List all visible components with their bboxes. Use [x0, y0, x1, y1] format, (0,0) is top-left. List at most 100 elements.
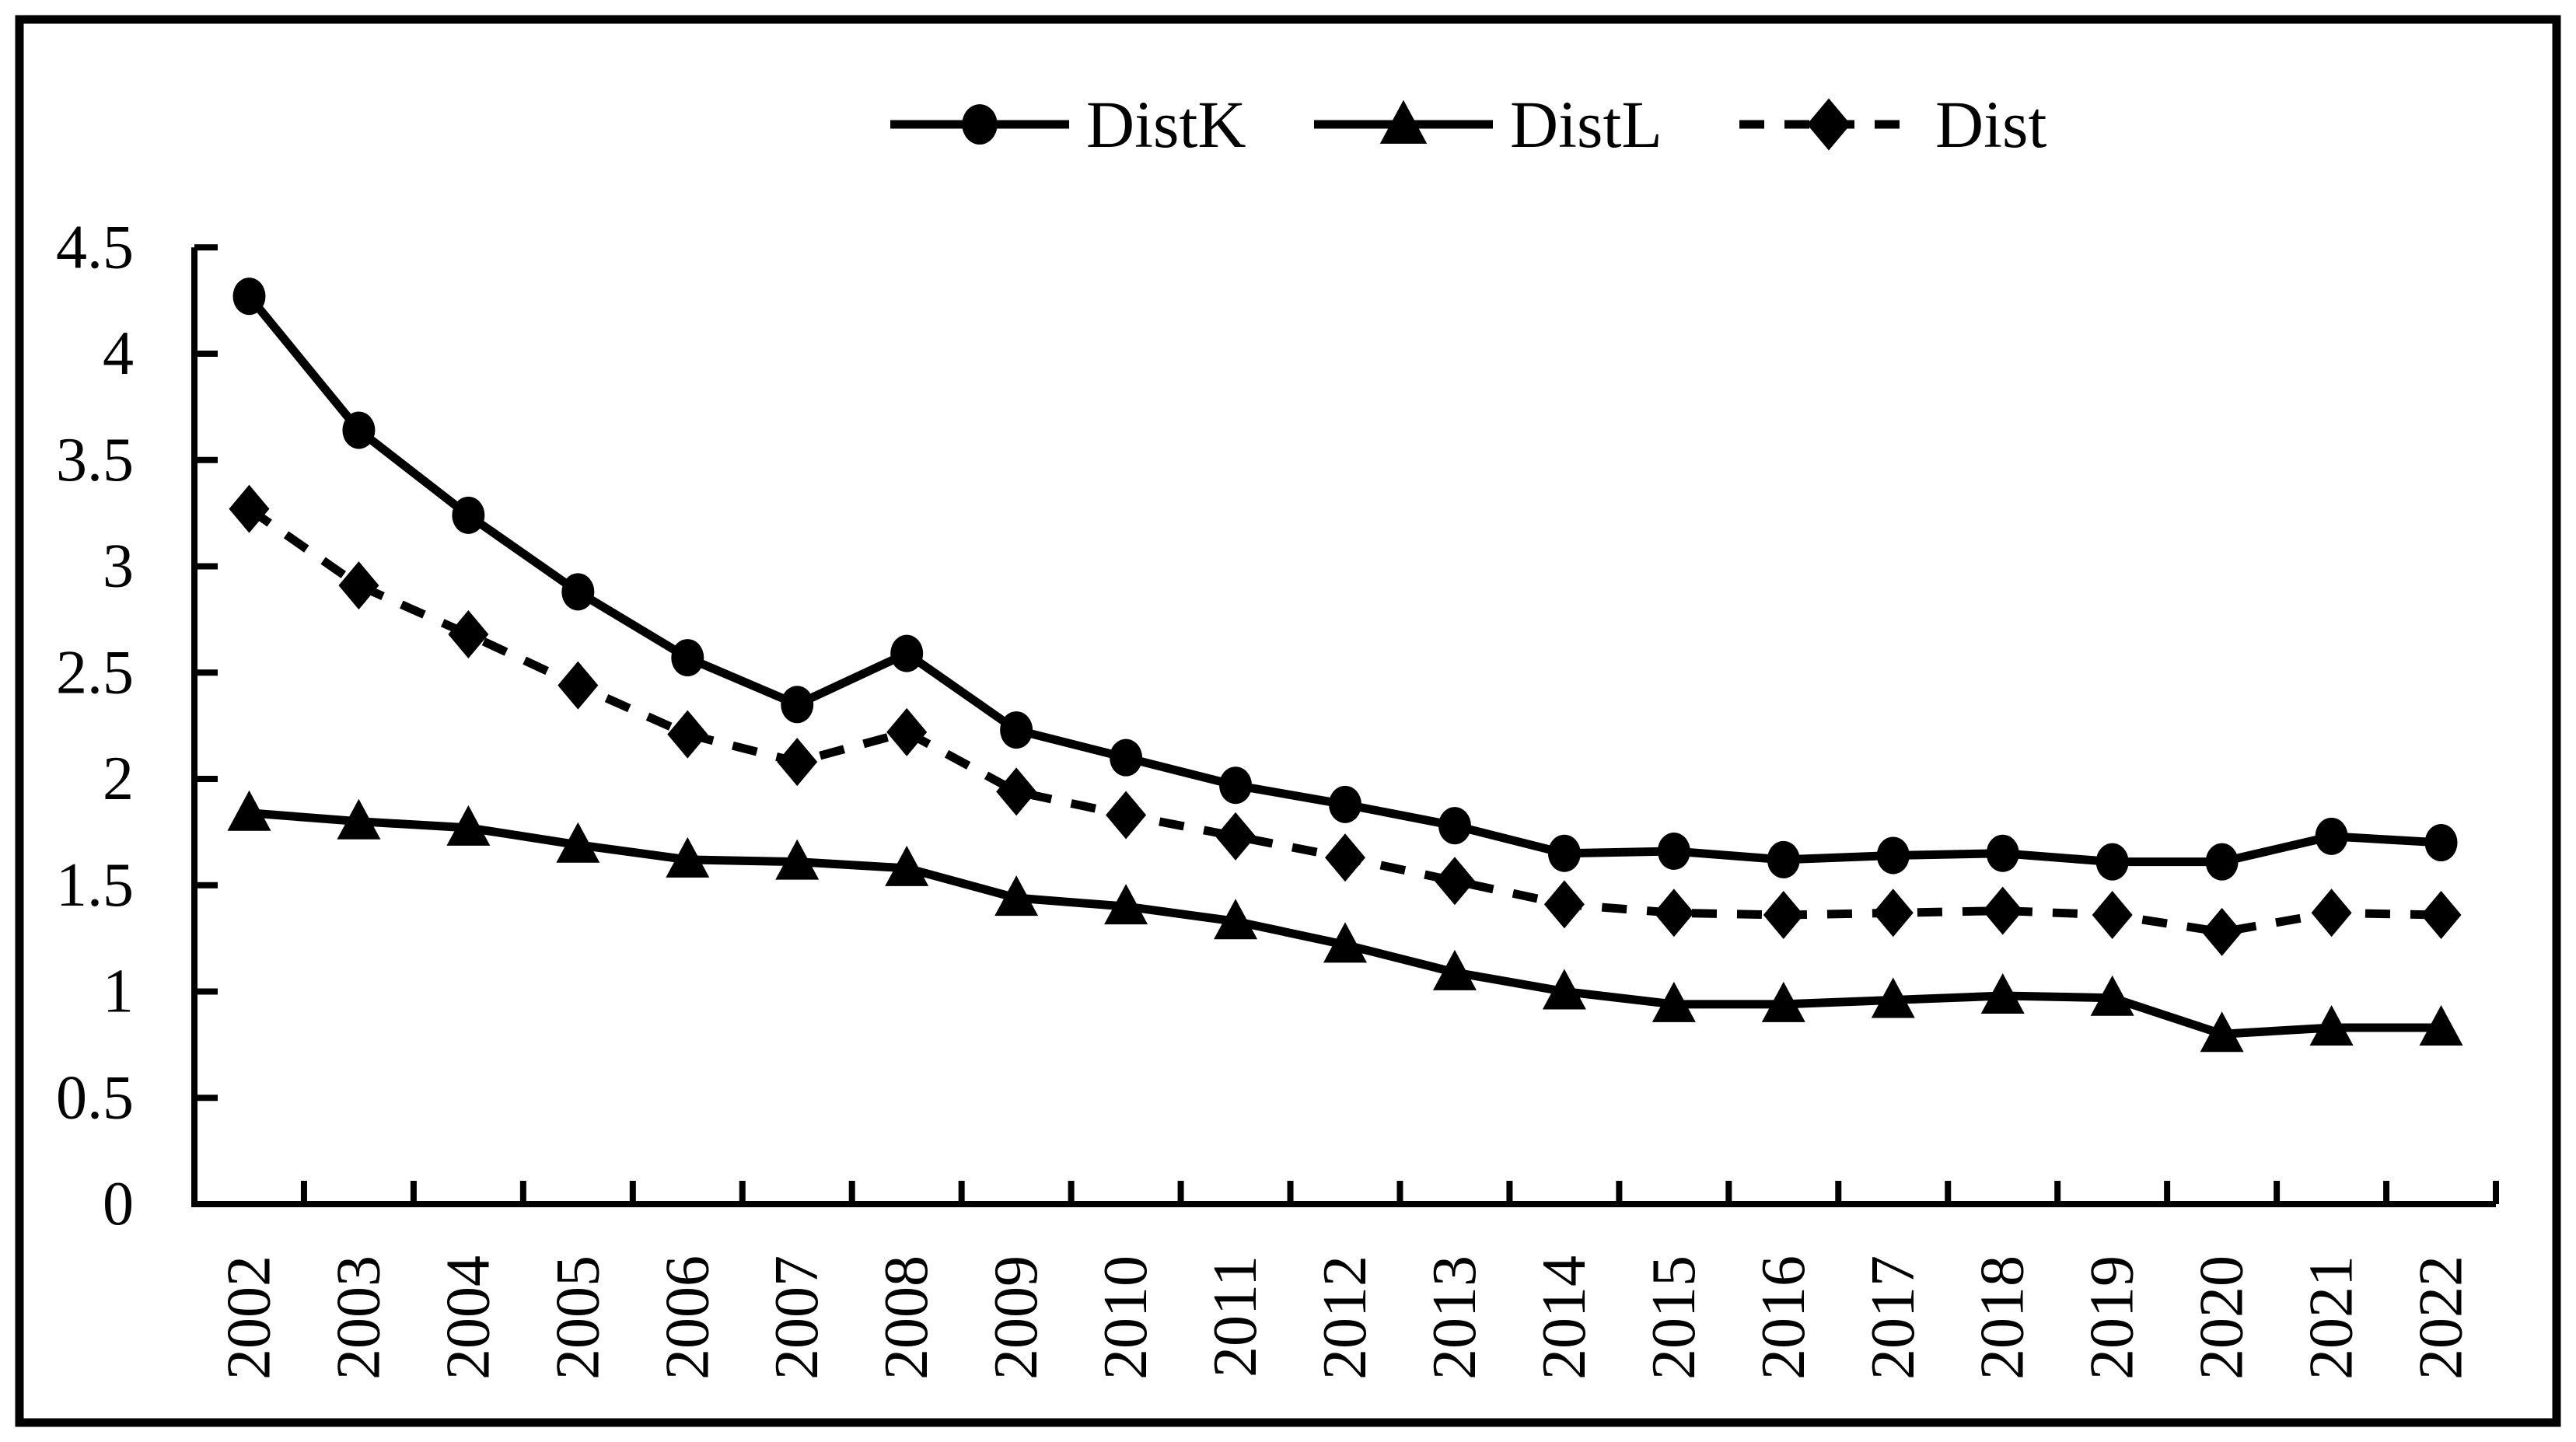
point-distk-2020: [2205, 843, 2239, 881]
point-distl-2018: [1980, 972, 2025, 1014]
point-dist-2022: [2420, 891, 2462, 940]
point-distl-2011: [1214, 899, 1258, 940]
y-tick-label: 1.5: [56, 851, 134, 920]
point-distl-2005: [556, 822, 600, 863]
point-distl-2002: [227, 790, 271, 831]
x-tick-label: 2018: [1969, 1255, 2037, 1380]
x-tick-label: 2016: [1749, 1255, 1818, 1380]
x-tick-label: 2017: [1859, 1255, 1928, 1380]
x-tick-label: 2010: [1092, 1255, 1160, 1380]
point-dist-2013: [1434, 857, 1475, 906]
legend-diamond-icon: [1806, 98, 1851, 151]
point-dist-2017: [1872, 889, 1914, 937]
point-distk-2019: [2095, 843, 2129, 881]
x-tick-label: 2008: [872, 1255, 941, 1380]
point-dist-2005: [557, 661, 599, 710]
point-distl-2016: [1761, 981, 1805, 1022]
point-distk-2021: [2315, 817, 2348, 855]
y-tick-label: 2.5: [56, 638, 134, 707]
point-distk-2016: [1767, 840, 1800, 878]
legend: DistK DistL Dist: [890, 87, 2046, 162]
x-tick-label: 2015: [1640, 1255, 1708, 1380]
x-tick-label: 2006: [653, 1255, 722, 1380]
point-distl-2017: [1871, 977, 1915, 1018]
legend-label-dist: Dist: [1935, 87, 2046, 162]
point-distl-2008: [885, 845, 929, 886]
y-tick-label: 3: [103, 532, 134, 601]
axes: 4.5 4 3.5 3 2.5 2 1.5 1 0.5 0 2002 2003 2004 2005 2006…: [56, 213, 2499, 1380]
point-distl-2022: [2419, 1004, 2463, 1046]
point-distk-2012: [1329, 785, 1361, 823]
point-distl-2010: [1104, 884, 1148, 925]
point-dist-2004: [448, 610, 489, 659]
point-distl-2013: [1432, 949, 1477, 990]
point-dist-2021: [2311, 889, 2352, 937]
point-dist-2014: [1543, 880, 1585, 929]
point-distk-2013: [1438, 807, 1471, 845]
x-tick-label: 2002: [215, 1255, 283, 1380]
series-dist-markers: [229, 484, 2462, 956]
x-tick-label: 2009: [982, 1255, 1050, 1380]
y-tick-label: 0.5: [56, 1063, 134, 1132]
x-tick-label: 2021: [2298, 1255, 2366, 1380]
point-distk-2010: [1110, 738, 1143, 777]
y-tick-label: 4: [103, 319, 134, 388]
legend-item-distk: DistK: [890, 87, 1246, 162]
point-distk-2022: [2424, 824, 2458, 862]
legend-item-distl: DistL: [1314, 87, 1662, 162]
y-tick-label: 4.5: [56, 213, 134, 281]
point-distk-2008: [890, 634, 924, 672]
point-distk-2018: [1986, 834, 2019, 872]
point-distk-2017: [1876, 836, 1910, 875]
point-distk-2004: [452, 496, 485, 534]
series-distl-markers: [227, 790, 2463, 1053]
legend-item-dist: Dist: [1739, 87, 2046, 162]
point-distk-2002: [232, 278, 266, 316]
point-distl-2007: [775, 839, 820, 880]
point-dist-2011: [1215, 812, 1257, 861]
x-tick-label: 2019: [2078, 1255, 2147, 1380]
point-dist-2009: [996, 767, 1037, 816]
point-distl-2019: [2090, 975, 2134, 1016]
point-dist-2016: [1763, 891, 1804, 940]
x-tick-label: 2004: [434, 1255, 502, 1380]
point-dist-2019: [2092, 891, 2133, 940]
x-tick-label: 2003: [324, 1255, 393, 1380]
point-distk-2009: [1000, 711, 1033, 749]
point-distk-2014: [1547, 834, 1581, 872]
y-tick-label: 3.5: [56, 426, 134, 494]
legend-triangle-icon: [1379, 100, 1428, 144]
series-distk-markers: [232, 278, 2458, 881]
point-dist-2002: [229, 484, 270, 533]
point-distk-2005: [561, 573, 595, 611]
legend-label-distk: DistK: [1086, 87, 1246, 162]
point-distl-2021: [2309, 1004, 2354, 1046]
point-distl-2020: [2200, 1011, 2244, 1053]
point-distk-2007: [781, 686, 814, 724]
point-dist-2006: [667, 710, 708, 759]
point-distk-2011: [1219, 766, 1253, 805]
x-tick-label: 2012: [1311, 1255, 1379, 1380]
x-tick-label: 2022: [2407, 1255, 2476, 1380]
point-distk-2015: [1657, 832, 1690, 870]
point-dist-2015: [1653, 889, 1694, 937]
chart-border: [15, 15, 2561, 1427]
point-dist-2008: [886, 707, 928, 756]
point-dist-2020: [2201, 907, 2242, 956]
point-distl-2004: [446, 805, 491, 846]
x-tick-label: 2013: [1421, 1255, 1489, 1380]
point-dist-2003: [338, 561, 379, 610]
x-tick-label: 2014: [1530, 1255, 1599, 1380]
point-dist-2012: [1325, 833, 1365, 882]
y-tick-label: 0: [103, 1170, 134, 1238]
legend-label-distl: DistL: [1510, 87, 1662, 162]
x-tick-label: 2007: [763, 1255, 831, 1380]
point-distl-2012: [1323, 922, 1367, 963]
x-tick-label: 2005: [544, 1255, 612, 1380]
point-dist-2007: [777, 738, 818, 787]
point-dist-2018: [1982, 886, 2023, 935]
point-distl-2009: [994, 875, 1039, 917]
